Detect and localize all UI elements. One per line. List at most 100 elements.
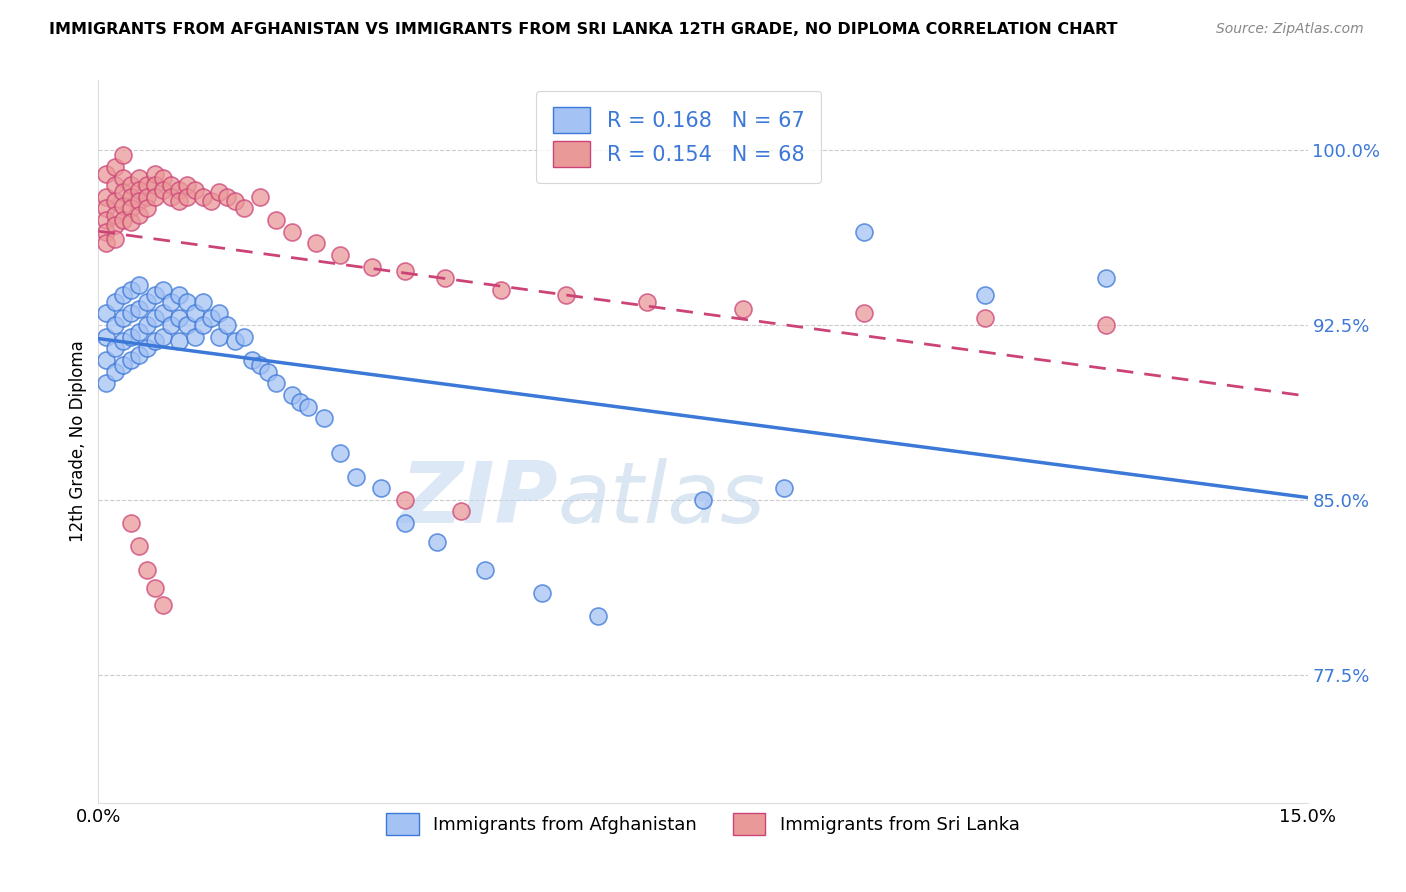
Point — [103, 232, 125, 246]
Point — [96, 167, 118, 181]
Point — [128, 209, 150, 223]
Point — [120, 283, 142, 297]
Point — [143, 334, 166, 349]
Point — [394, 264, 416, 278]
Point — [96, 236, 118, 251]
Point — [111, 199, 134, 213]
Point — [152, 329, 174, 343]
Point — [264, 376, 287, 391]
Point — [143, 582, 166, 596]
Point — [853, 306, 876, 320]
Point — [111, 334, 134, 349]
Point — [120, 353, 142, 368]
Point — [111, 171, 134, 186]
Point — [135, 563, 157, 577]
Point — [344, 469, 367, 483]
Point — [167, 194, 190, 209]
Point — [426, 534, 449, 549]
Point — [152, 171, 174, 186]
Point — [434, 271, 457, 285]
Point — [143, 178, 166, 193]
Point — [120, 516, 142, 530]
Point — [111, 358, 134, 372]
Point — [530, 586, 553, 600]
Point — [111, 213, 134, 227]
Point — [974, 311, 997, 326]
Point — [152, 598, 174, 612]
Point — [128, 301, 150, 316]
Point — [96, 329, 118, 343]
Point — [120, 306, 142, 320]
Point — [103, 294, 125, 309]
Point — [200, 311, 222, 326]
Point — [103, 194, 125, 209]
Point — [193, 318, 215, 332]
Point — [217, 318, 239, 332]
Point — [143, 287, 166, 301]
Point — [224, 194, 246, 209]
Y-axis label: 12th Grade, No Diploma: 12th Grade, No Diploma — [69, 341, 87, 542]
Point — [152, 183, 174, 197]
Point — [249, 358, 271, 372]
Point — [96, 225, 118, 239]
Point — [111, 287, 134, 301]
Point — [232, 329, 254, 343]
Point — [135, 190, 157, 204]
Point — [111, 185, 134, 199]
Point — [176, 294, 198, 309]
Point — [361, 260, 384, 274]
Point — [555, 287, 578, 301]
Point — [636, 294, 658, 309]
Point — [586, 609, 609, 624]
Point — [733, 301, 755, 316]
Point — [184, 183, 207, 197]
Point — [193, 190, 215, 204]
Text: IMMIGRANTS FROM AFGHANISTAN VS IMMIGRANTS FROM SRI LANKA 12TH GRADE, NO DIPLOMA : IMMIGRANTS FROM AFGHANISTAN VS IMMIGRANT… — [49, 22, 1118, 37]
Point — [152, 283, 174, 297]
Point — [184, 306, 207, 320]
Point — [103, 318, 125, 332]
Point — [281, 225, 304, 239]
Point — [281, 388, 304, 402]
Point — [120, 190, 142, 204]
Point — [120, 329, 142, 343]
Point — [1095, 318, 1118, 332]
Point — [167, 287, 190, 301]
Point — [128, 278, 150, 293]
Point — [128, 348, 150, 362]
Point — [111, 311, 134, 326]
Point — [240, 353, 263, 368]
Point — [160, 318, 183, 332]
Point — [167, 334, 190, 349]
Point — [394, 516, 416, 530]
Point — [128, 171, 150, 186]
Point — [208, 185, 231, 199]
Point — [305, 236, 328, 251]
Text: atlas: atlas — [558, 458, 766, 541]
Text: ZIP: ZIP — [401, 458, 558, 541]
Point — [974, 287, 997, 301]
Point — [1095, 271, 1118, 285]
Point — [135, 318, 157, 332]
Point — [128, 183, 150, 197]
Point — [128, 325, 150, 339]
Point — [853, 225, 876, 239]
Point — [120, 215, 142, 229]
Point — [193, 294, 215, 309]
Legend: Immigrants from Afghanistan, Immigrants from Sri Lanka: Immigrants from Afghanistan, Immigrants … — [377, 805, 1029, 845]
Point — [474, 563, 496, 577]
Point — [394, 492, 416, 507]
Point — [160, 190, 183, 204]
Point — [135, 202, 157, 216]
Point — [103, 178, 125, 193]
Point — [128, 540, 150, 554]
Point — [96, 213, 118, 227]
Point — [491, 283, 513, 297]
Point — [329, 248, 352, 262]
Point — [135, 341, 157, 355]
Point — [103, 218, 125, 232]
Point — [256, 365, 278, 379]
Point — [249, 190, 271, 204]
Point — [103, 160, 125, 174]
Point — [314, 411, 336, 425]
